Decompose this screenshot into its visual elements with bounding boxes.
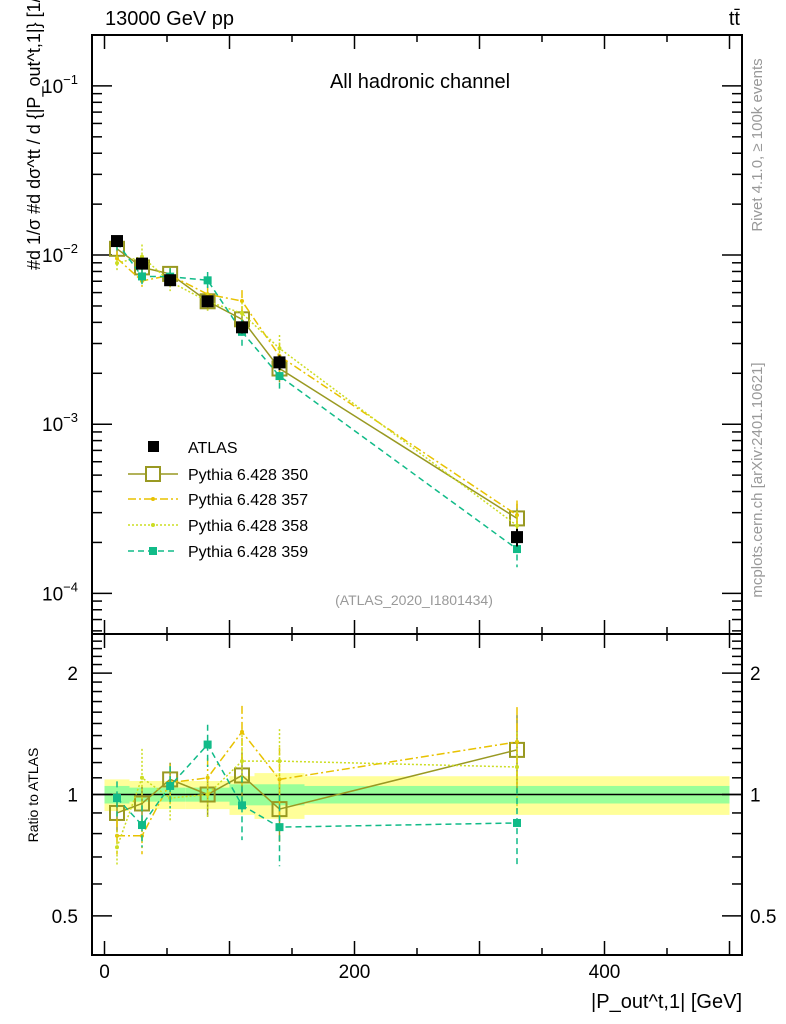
marker-point [205, 792, 210, 797]
marker-point [240, 729, 244, 734]
ratio-y-tick-label: 1 [750, 786, 761, 807]
main-line-Pythia-6-428-350 [116, 248, 518, 520]
x-tick-label: 0 [99, 962, 110, 983]
data-point [164, 274, 177, 287]
header-left: 13000 GeV pp [105, 8, 234, 30]
y-tick-label: 10−1 [42, 72, 78, 98]
y-tick-label: 10−4 [42, 579, 78, 605]
legend-marker [151, 497, 155, 501]
ratio-y-label: Ratio to ATLAS [25, 748, 41, 843]
marker-point [115, 256, 119, 261]
legend-label: ATLAS [188, 440, 238, 457]
marker-point [203, 740, 212, 749]
marker-point [166, 781, 175, 790]
marker-point [277, 346, 282, 351]
y-axis-label: #d 1/σ #d dσ^tt / d {|P_out^t,1|} [1/GeV… [24, 0, 45, 270]
ratio-y-tick-label: 2 [67, 664, 78, 685]
marker-point [203, 276, 212, 285]
marker-point [205, 775, 210, 780]
marker-point [138, 272, 146, 281]
legend-label: Pythia 6.428 357 [188, 492, 308, 509]
legend-label: Pythia 6.428 358 [188, 518, 308, 535]
rivet-label: Rivet 4.1.0, ≥ 100k events [749, 58, 766, 231]
marker-point [513, 545, 521, 554]
ratio-y-tick-label: 1 [67, 786, 78, 807]
marker-point [238, 801, 246, 810]
ratio-y-tick-label: 2 [750, 664, 761, 685]
ratio-y-tick-label: 0.5 [52, 907, 78, 928]
x-tick-label: 200 [339, 962, 371, 983]
data-point [136, 257, 148, 270]
x-tick-label: 400 [589, 962, 621, 983]
y-tick-label: 10−2 [42, 241, 78, 267]
marker-point [115, 261, 119, 266]
marker-point [113, 794, 121, 803]
main-line-Pythia-6-428-359 [116, 242, 518, 550]
marker-point [277, 777, 282, 782]
marker-point [138, 821, 146, 830]
marker-point [240, 311, 244, 316]
ratio-y-tick-label: 0.5 [750, 907, 776, 928]
x-axis-label: |P_out^t,1| [GeV] [591, 991, 742, 1013]
analysis-id: (ATLAS_2020_I1801434) [335, 592, 493, 608]
data-point [511, 531, 523, 544]
marker-point [275, 823, 284, 832]
data-point [111, 235, 123, 248]
marker-point [240, 759, 244, 764]
data-point [201, 295, 214, 308]
main-line-Pythia-6-428-358 [116, 255, 518, 527]
data-point [273, 356, 286, 369]
marker-point [513, 818, 521, 827]
legend-label: Pythia 6.428 359 [188, 544, 308, 561]
legend-label: Pythia 6.428 350 [188, 467, 308, 484]
marker-point [240, 299, 244, 304]
legend-marker [145, 466, 161, 482]
marker-point [140, 775, 144, 780]
marker-point [275, 372, 284, 381]
mcplots-label: mcplots.cern.ch [arXiv:2401.10621] [749, 362, 766, 597]
marker-point [515, 523, 519, 528]
legend-marker [149, 547, 157, 555]
chart-title: All hadronic channel [330, 71, 510, 93]
marker-point [140, 254, 144, 259]
marker-point [515, 764, 519, 769]
data-point [236, 321, 248, 334]
marker-point [115, 845, 119, 850]
marker-point [277, 759, 282, 764]
header-right: tt̄ [729, 8, 741, 30]
legend-marker [151, 523, 155, 527]
legend-marker-atlas [148, 441, 159, 452]
main-line-Pythia-6-428-357 [116, 257, 518, 516]
y-tick-label: 10−3 [42, 410, 78, 436]
